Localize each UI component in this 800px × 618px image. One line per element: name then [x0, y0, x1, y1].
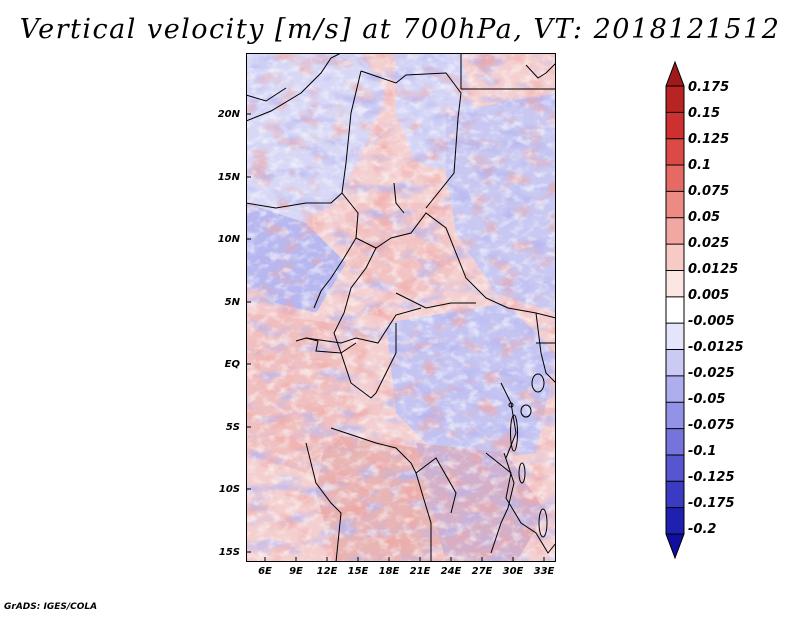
lon-label-18e: 18E — [378, 566, 400, 577]
map-panel[interactable] — [246, 53, 556, 562]
lat-label-20n: 20N — [217, 109, 240, 120]
lon-label-33e: 33E — [533, 566, 555, 577]
colorbar-segment — [666, 86, 684, 113]
colorbar-label: 0.005 — [688, 288, 730, 303]
colorbar-segment — [666, 323, 684, 350]
colorbar-segment — [666, 375, 684, 403]
lat-label-eq: EQ — [224, 359, 240, 370]
colorbar-segment — [666, 481, 684, 508]
colorbar-segment — [666, 138, 684, 166]
colorbar-label: -0.005 — [688, 314, 735, 329]
colorbar-label: 0.175 — [688, 80, 730, 95]
lon-label-12e: 12E — [316, 566, 338, 577]
colorbar-label: 0.1 — [688, 158, 712, 173]
lon-label-21e: 21E — [409, 566, 431, 577]
colorbar-label: -0.075 — [688, 418, 735, 433]
colorbar-segment — [666, 191, 684, 218]
colorbar-segment — [666, 507, 684, 534]
grads-credit: GrADS: IGES/COLA — [4, 602, 98, 612]
colorbar-segment — [666, 402, 684, 429]
colorbar-label: 0.075 — [688, 184, 730, 199]
colorbar-segment — [666, 270, 684, 297]
colorbar-segment — [666, 534, 684, 558]
colorbar-segment — [666, 112, 684, 139]
lat-label-15n: 15N — [217, 172, 240, 183]
colorbar-segment — [666, 217, 684, 245]
colorbar-label: -0.025 — [688, 366, 735, 381]
colorbar-segment — [666, 296, 684, 324]
colorbar-label: -0.1 — [688, 444, 717, 459]
colorbar-segment — [666, 165, 684, 192]
colorbar-segment — [666, 349, 684, 376]
colorbar-segment — [666, 454, 684, 482]
colorbar-label: -0.2 — [688, 522, 717, 537]
lon-label-30e: 30E — [502, 566, 524, 577]
colorbar-segment — [666, 428, 684, 455]
colorbar-label: 0.125 — [688, 132, 730, 147]
colorbar-segment — [666, 244, 684, 271]
colorbar-label: -0.125 — [688, 470, 735, 485]
lon-label-15e: 15E — [347, 566, 369, 577]
vertical-velocity-map[interactable] — [246, 53, 556, 562]
colorbar-label: -0.175 — [688, 496, 735, 511]
lon-label-9e: 9E — [289, 566, 303, 577]
colorbar-label: 0.025 — [688, 236, 730, 251]
lat-label-15s: 15S — [218, 547, 240, 558]
colorbar-segment — [666, 62, 684, 86]
lon-label-6e: 6E — [258, 566, 272, 577]
lon-label-24e: 24E — [440, 566, 462, 577]
colorbar-label: -0.0125 — [688, 340, 744, 355]
plot-title: Vertical velocity [m/s] at 700hPa, VT: 2… — [19, 14, 781, 45]
lat-label-5n: 5N — [224, 297, 240, 308]
colorbar-label: 0.0125 — [688, 262, 739, 277]
lat-label-5s: 5S — [225, 422, 240, 433]
colorbar-label: 0.15 — [688, 106, 721, 121]
lat-label-10n: 10N — [217, 234, 240, 245]
colorbar — [665, 60, 685, 560]
lon-label-27e: 27E — [471, 566, 493, 577]
colorbar-label: 0.05 — [688, 210, 721, 225]
colorbar-label: -0.05 — [688, 392, 726, 407]
lat-label-10s: 10S — [218, 484, 240, 495]
